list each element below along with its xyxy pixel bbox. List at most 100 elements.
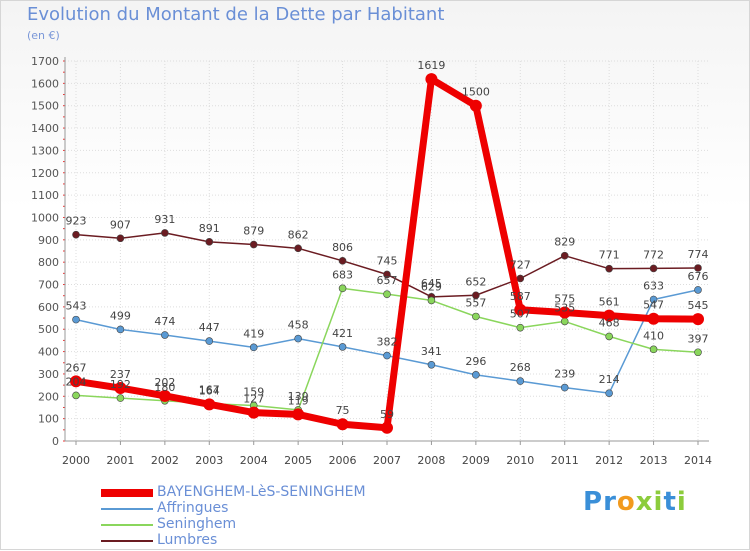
x-tick-label: 2005 bbox=[284, 454, 312, 467]
data-point-seninghem bbox=[472, 312, 480, 321]
data-point-seninghem bbox=[649, 345, 658, 354]
data-label-affringues: 676 bbox=[688, 270, 709, 283]
data-label-seninghem: 397 bbox=[688, 332, 709, 345]
data-label-bayenghem-l-s-seninghem: 202 bbox=[154, 376, 175, 389]
data-point-bayenghem-l-s-seninghem bbox=[425, 73, 438, 86]
data-label-lumbres: 652 bbox=[465, 275, 486, 288]
data-label-affringues: 296 bbox=[465, 355, 486, 368]
axis-layer: 0 100 200 300 400 500 600 700 800 900 1000 1100 1200… bbox=[31, 55, 712, 467]
data-point-bayenghem-l-s-seninghem bbox=[158, 389, 171, 402]
data-point-affringues bbox=[516, 377, 525, 385]
data-label-affringues: 543 bbox=[66, 300, 87, 313]
data-label-bayenghem-l-s-seninghem: 547 bbox=[643, 299, 664, 312]
data-label-affringues: 633 bbox=[643, 280, 664, 293]
y-tick-label: 500 bbox=[38, 323, 59, 336]
data-label-affringues: 447 bbox=[199, 321, 220, 334]
data-point-lumbres bbox=[205, 238, 214, 246]
data-point-lumbres bbox=[294, 244, 302, 253]
y-tick-label: 1600 bbox=[31, 77, 59, 90]
data-point-seninghem bbox=[383, 290, 391, 298]
data-label-lumbres: 891 bbox=[199, 222, 220, 235]
data-point-lumbres bbox=[72, 230, 80, 239]
data-label-seninghem: 139 bbox=[288, 390, 309, 403]
data-label-seninghem: 507 bbox=[510, 308, 531, 321]
logo-letter: P bbox=[583, 487, 604, 517]
data-label-affringues: 239 bbox=[554, 368, 575, 381]
data-point-bayenghem-l-s-seninghem bbox=[381, 421, 393, 434]
x-tick-label: 2000 bbox=[62, 454, 90, 467]
data-point-seninghem bbox=[605, 332, 613, 341]
data-label-affringues: 214 bbox=[599, 373, 620, 386]
y-tick-label: 700 bbox=[38, 279, 59, 292]
data-label-affringues: 268 bbox=[510, 361, 531, 374]
data-label-bayenghem-l-s-seninghem: 587 bbox=[510, 290, 531, 303]
legend-label: Affringues bbox=[157, 500, 229, 516]
data-point-seninghem bbox=[338, 284, 347, 293]
series-layer bbox=[70, 73, 704, 434]
data-point-affringues bbox=[294, 334, 302, 343]
x-tick-label: 2006 bbox=[329, 454, 357, 467]
data-label-lumbres: 923 bbox=[66, 215, 87, 228]
data-point-seninghem bbox=[72, 391, 80, 400]
y-tick-label: 1200 bbox=[31, 167, 59, 180]
data-label-lumbres: 806 bbox=[332, 241, 353, 254]
y-tick-label: 900 bbox=[38, 234, 59, 247]
data-label-lumbres: 745 bbox=[377, 254, 398, 267]
data-point-bayenghem-l-s-seninghem bbox=[558, 306, 571, 319]
y-tick-label: 1500 bbox=[31, 100, 59, 113]
logo-letter: x bbox=[635, 487, 654, 517]
x-tick-label: 2011 bbox=[551, 454, 579, 467]
y-tick-label: 1700 bbox=[31, 55, 59, 68]
data-point-seninghem bbox=[560, 317, 569, 326]
y-tick-label: 1100 bbox=[31, 189, 59, 202]
logo-letter: i bbox=[676, 487, 687, 517]
legend-label: Lumbres bbox=[157, 532, 218, 548]
legend-label: Seninghem bbox=[157, 516, 237, 532]
data-label-affringues: 341 bbox=[421, 345, 442, 358]
proxiti-logo: Proxiti bbox=[583, 487, 687, 517]
data-label-bayenghem-l-s-seninghem: 119 bbox=[288, 394, 309, 407]
data-point-affringues bbox=[560, 383, 569, 392]
data-label-seninghem: 629 bbox=[421, 280, 442, 293]
data-point-lumbres bbox=[560, 251, 569, 260]
chart-title: Evolution du Montant de la Dette par Hab… bbox=[27, 4, 445, 25]
data-point-seninghem bbox=[427, 296, 436, 305]
data-point-bayenghem-l-s-seninghem bbox=[114, 382, 127, 395]
data-point-affringues bbox=[383, 351, 391, 360]
x-tick-label: 2014 bbox=[684, 454, 712, 467]
data-label-lumbres: 907 bbox=[110, 218, 131, 231]
data-label-seninghem: 557 bbox=[465, 296, 486, 309]
y-tick-label: 400 bbox=[38, 346, 59, 359]
data-label-lumbres: 645 bbox=[421, 277, 442, 290]
y-tick-label: 1300 bbox=[31, 144, 59, 157]
data-label-bayenghem-l-s-seninghem: 127 bbox=[243, 393, 264, 406]
data-label-lumbres: 774 bbox=[688, 248, 709, 261]
data-point-bayenghem-l-s-seninghem bbox=[647, 312, 660, 325]
data-label-seninghem: 657 bbox=[377, 274, 398, 287]
legend-swatch bbox=[101, 489, 153, 497]
data-point-bayenghem-l-s-seninghem bbox=[514, 303, 527, 316]
data-point-affringues bbox=[338, 343, 347, 351]
data-label-affringues: 419 bbox=[243, 327, 264, 340]
data-point-lumbres bbox=[338, 257, 347, 265]
y-tick-label: 0 bbox=[52, 435, 59, 448]
data-point-lumbres bbox=[116, 234, 125, 243]
data-point-affringues bbox=[649, 295, 658, 304]
data-label-bayenghem-l-s-seninghem: 1619 bbox=[417, 59, 445, 72]
data-point-affringues bbox=[472, 371, 480, 379]
legend-swatch bbox=[101, 508, 153, 510]
data-point-affringues bbox=[205, 337, 214, 345]
x-tick-label: 2008 bbox=[417, 454, 445, 467]
legend-swatch bbox=[101, 540, 153, 542]
data-label-bayenghem-l-s-seninghem: 59 bbox=[380, 408, 394, 421]
data-label-seninghem: 159 bbox=[243, 385, 264, 398]
data-label-seninghem: 204 bbox=[66, 375, 87, 388]
y-tick-label: 300 bbox=[38, 368, 59, 381]
data-point-affringues bbox=[249, 343, 258, 352]
data-label-seninghem: 468 bbox=[599, 316, 620, 329]
data-label-lumbres: 879 bbox=[243, 225, 264, 238]
data-label-affringues: 421 bbox=[332, 327, 353, 340]
data-label-bayenghem-l-s-seninghem: 164 bbox=[199, 384, 220, 397]
data-point-bayenghem-l-s-seninghem bbox=[336, 418, 349, 431]
